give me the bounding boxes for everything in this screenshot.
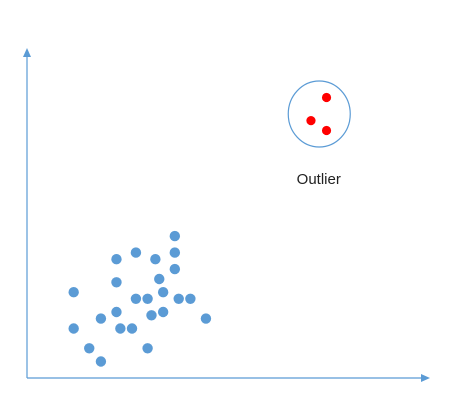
data-point-series-1-22 xyxy=(169,230,181,242)
data-point-series-1-11 xyxy=(130,293,142,304)
data-point-series-1-18 xyxy=(157,287,169,298)
data-point-series-1-1 xyxy=(68,287,79,298)
data-point-series-1-23 xyxy=(173,293,184,304)
data-point-series-1-10 xyxy=(126,323,138,334)
y-axis-arrow-icon xyxy=(23,48,31,57)
data-point-series-1-16 xyxy=(154,273,165,285)
data-point-series-1-4 xyxy=(95,356,107,367)
data-point-series-1-3 xyxy=(84,343,95,354)
data-point-series-1-19 xyxy=(157,306,169,318)
data-point-series-1-15 xyxy=(146,310,157,321)
data-point-series-1-9 xyxy=(115,323,126,334)
data-point-series-1-17 xyxy=(150,254,161,265)
outlier-ellipse xyxy=(287,80,351,148)
data-point-series-1-24 xyxy=(185,293,196,304)
outlier-label: Outlier xyxy=(297,171,341,188)
data-point-series-1-25 xyxy=(200,313,212,324)
data-point-series-1-14 xyxy=(142,343,153,354)
data-point-series-2-3 xyxy=(321,125,332,136)
data-point-series-1-2 xyxy=(68,323,79,334)
data-point-series-1-12 xyxy=(130,247,142,258)
data-point-series-1-21 xyxy=(169,263,181,275)
data-point-series-1-8 xyxy=(111,254,122,265)
x-axis-arrow-icon xyxy=(421,374,430,382)
data-point-series-2-1 xyxy=(321,92,332,103)
data-point-series-1-13 xyxy=(142,293,153,304)
data-point-series-2-2 xyxy=(306,116,316,126)
data-point-series-1-20 xyxy=(169,247,181,258)
data-point-series-1-5 xyxy=(95,313,107,324)
data-point-series-1-7 xyxy=(111,306,122,318)
data-point-series-1-6 xyxy=(111,277,122,288)
